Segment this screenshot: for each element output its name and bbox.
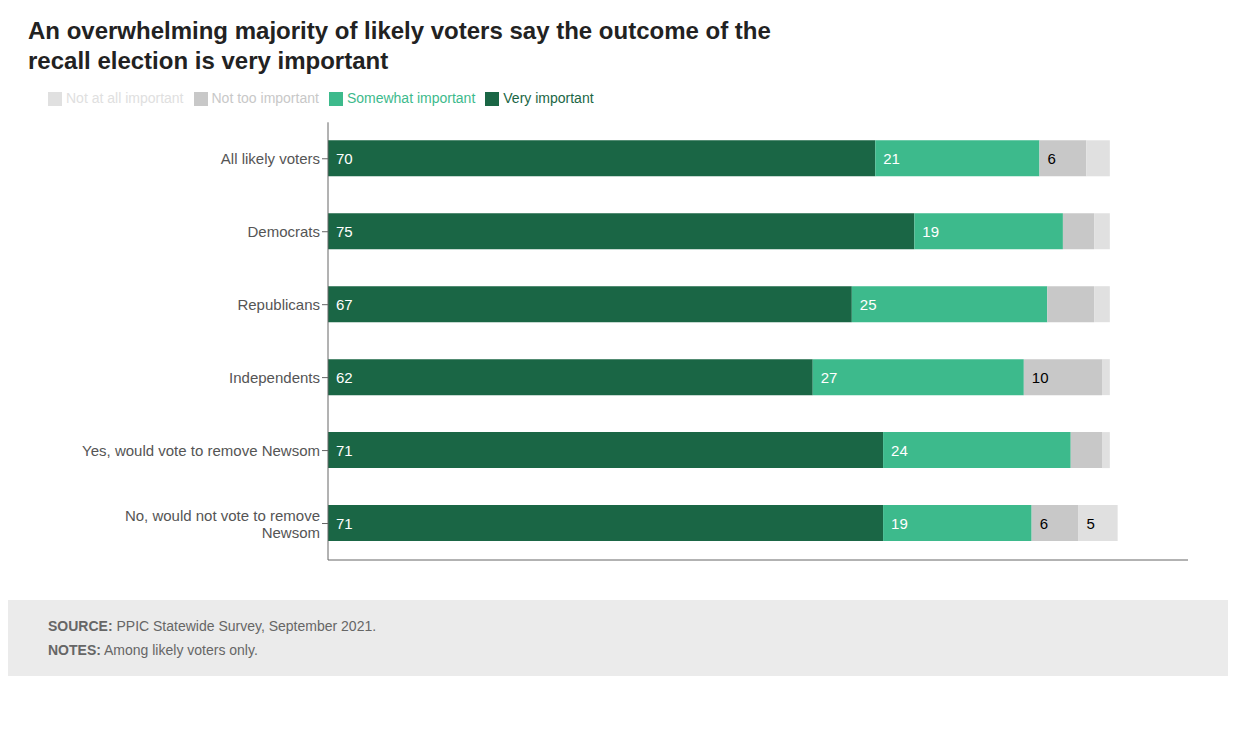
html-text:Somewhat important: Somewhat important xyxy=(346,90,476,106)
html-text:Not too important: Not too important xyxy=(211,90,319,106)
svg-text:19: 19 xyxy=(891,515,908,532)
svg-text:No, would not vote to removeNe: No, would not vote to removeNewsom xyxy=(125,507,320,541)
html-text:NOTES: Among likely voters onl: NOTES: Among likely voters only. xyxy=(48,642,258,658)
svg-text:19: 19 xyxy=(922,223,939,240)
html-text:Very important: Very important xyxy=(503,90,594,106)
html-text:Not at all important: Not at all important xyxy=(66,90,184,106)
svg-text:70: 70 xyxy=(336,150,353,167)
svg-text:24: 24 xyxy=(891,442,908,459)
svg-text:Independents: Independents xyxy=(229,369,320,386)
svg-text:Republicans: Republicans xyxy=(237,296,320,313)
svg-text:Yes, would vote to remove News: Yes, would vote to remove Newsom xyxy=(82,442,320,459)
html-text:recall election is very import: recall election is very important xyxy=(28,47,389,74)
svg-text:5: 5 xyxy=(1087,515,1095,532)
html-text:An overwhelming majority of li: An overwhelming majority of likely voter… xyxy=(28,17,771,44)
svg-text:All likely voters: All likely voters xyxy=(221,150,320,167)
svg-text:62: 62 xyxy=(336,369,353,386)
svg-text:71: 71 xyxy=(336,442,353,459)
svg-text:Democrats: Democrats xyxy=(247,223,320,240)
svg-text:27: 27 xyxy=(821,369,838,386)
svg-text:10: 10 xyxy=(1032,369,1049,386)
svg-text:71: 71 xyxy=(336,515,353,532)
svg-text:6: 6 xyxy=(1040,515,1048,532)
svg-text:25: 25 xyxy=(860,296,877,313)
html-text:SOURCE: PPIC Statewide Survey,: SOURCE: PPIC Statewide Survey, September… xyxy=(48,618,377,634)
svg-text:21: 21 xyxy=(883,150,900,167)
svg-text:6: 6 xyxy=(1047,150,1055,167)
svg-text:67: 67 xyxy=(336,296,353,313)
svg-text:75: 75 xyxy=(336,223,353,240)
